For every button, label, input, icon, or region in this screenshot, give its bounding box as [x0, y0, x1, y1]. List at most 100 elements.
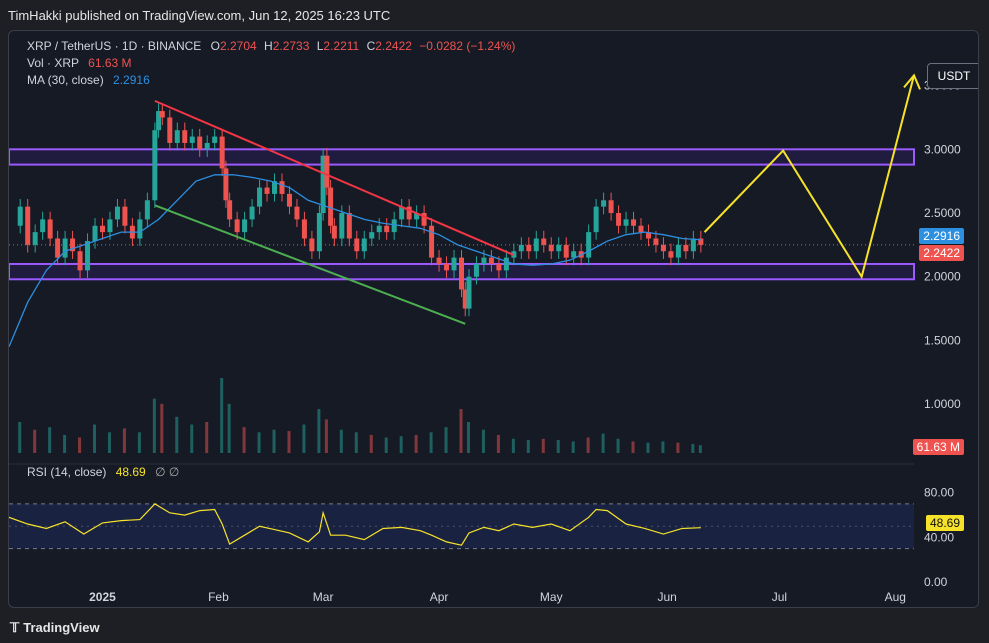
candle-body [47, 219, 53, 239]
x-tick-label: Jun [658, 590, 677, 604]
candle-body [556, 244, 562, 252]
volume-bar [556, 440, 560, 453]
candle-body [444, 263, 450, 271]
candle-body [571, 251, 577, 258]
candle-body [234, 219, 240, 233]
candle-body [481, 257, 487, 264]
ma-price-tag: 2.2916 [919, 228, 964, 244]
candle-body [638, 225, 644, 233]
candle-body [167, 117, 173, 143]
volume-bar [272, 429, 276, 453]
volume-bar [160, 403, 164, 453]
candle-body [399, 206, 405, 220]
rsi-tick-label: 80.00 [924, 486, 954, 500]
volume-bar [122, 428, 126, 453]
candle-body [668, 251, 674, 258]
volume-bar [676, 442, 680, 453]
volume-bar [175, 416, 179, 453]
candle-body [526, 244, 532, 252]
open-value: 2.2704 [219, 39, 257, 53]
grid [9, 31, 978, 607]
candle-body [466, 276, 472, 309]
currency-button[interactable]: USDT [927, 63, 978, 89]
candle-body [631, 219, 637, 226]
rsi-tag: 48.69 [925, 515, 964, 531]
volume-bar [339, 429, 343, 453]
volume-bar [571, 441, 575, 453]
candle-body [586, 232, 592, 258]
candle-body [429, 225, 435, 258]
candle-body [414, 213, 420, 220]
projected-path [703, 75, 915, 280]
publisher-line: TimHakki published on TradingView.com, J… [8, 8, 391, 23]
candles [9, 103, 914, 317]
candle-body [548, 244, 554, 252]
volume-bar [526, 440, 530, 453]
candle-body [62, 238, 68, 258]
volume-bar [317, 409, 321, 453]
candle-body [85, 241, 91, 271]
x-tick-label: Mar [313, 590, 334, 604]
candle-body [563, 244, 569, 258]
high-value: 2.2733 [272, 39, 310, 53]
candle-body [197, 136, 203, 150]
y-tick-label: 2.5000 [924, 206, 961, 220]
low-value: 2.2211 [323, 39, 360, 53]
volume-bar [18, 421, 22, 453]
projection-arrowhead [903, 73, 921, 90]
publisher-bar: TimHakki published on TradingView.com, J… [0, 0, 989, 30]
candle-body [593, 206, 599, 233]
candle-body [660, 244, 666, 252]
ma-value: 2.2916 [113, 73, 150, 87]
candle-body [32, 232, 38, 245]
candle-body [272, 181, 278, 194]
candle-body [331, 225, 337, 239]
candle-body [182, 130, 188, 143]
candle-body [623, 219, 629, 226]
candle-body [159, 111, 165, 118]
volume-bar [205, 421, 209, 453]
candle-body [653, 238, 659, 245]
candle-body [279, 181, 285, 194]
candle-body [137, 219, 143, 239]
symbol-label[interactable]: XRP / TetherUS · 1D · BINANCE [27, 39, 202, 53]
close-value: 2.2422 [375, 39, 412, 53]
candle-body [99, 225, 105, 233]
rsi-line [9, 503, 701, 546]
volume-bar [631, 441, 635, 453]
legend-volume[interactable]: Vol · XRP 61.63 M [27, 56, 132, 70]
candle-body [601, 200, 607, 207]
candle-body [698, 238, 704, 245]
volume-bar [190, 424, 194, 453]
volume-bar [601, 433, 605, 453]
volume-bar [466, 421, 470, 453]
candle-body [257, 187, 263, 207]
candle-body [328, 187, 334, 226]
candle-body [114, 206, 120, 220]
candle-body [503, 257, 509, 271]
volume-bar [107, 432, 111, 453]
tradingview-logo[interactable]: 𝕋 TradingView [10, 620, 100, 635]
volume-bar [511, 438, 515, 453]
candle-body [40, 219, 46, 233]
legend-ma[interactable]: MA (30, close) 2.2916 [27, 73, 150, 87]
trendlines [154, 73, 921, 325]
candle-body [339, 213, 345, 239]
volume-bar [242, 427, 246, 453]
legend-rsi[interactable]: RSI (14, close) 48.69 ∅ ∅ [27, 465, 180, 479]
candle-body [473, 263, 479, 277]
volume-bar [586, 437, 590, 453]
rsi-value: 48.69 [115, 465, 146, 479]
volume-bar [152, 398, 156, 453]
candle-body [17, 206, 23, 226]
x-tick-label: Apr [430, 590, 449, 604]
candle-body [219, 136, 225, 169]
candle-body [391, 219, 397, 233]
candle-body [174, 130, 180, 143]
legend-ohlc: XRP / TetherUS · 1D · BINANCE O2.2704 H2… [27, 39, 516, 53]
candle-body [92, 225, 98, 242]
candle-body [518, 244, 524, 252]
x-tick-label: 2025 [89, 590, 116, 604]
